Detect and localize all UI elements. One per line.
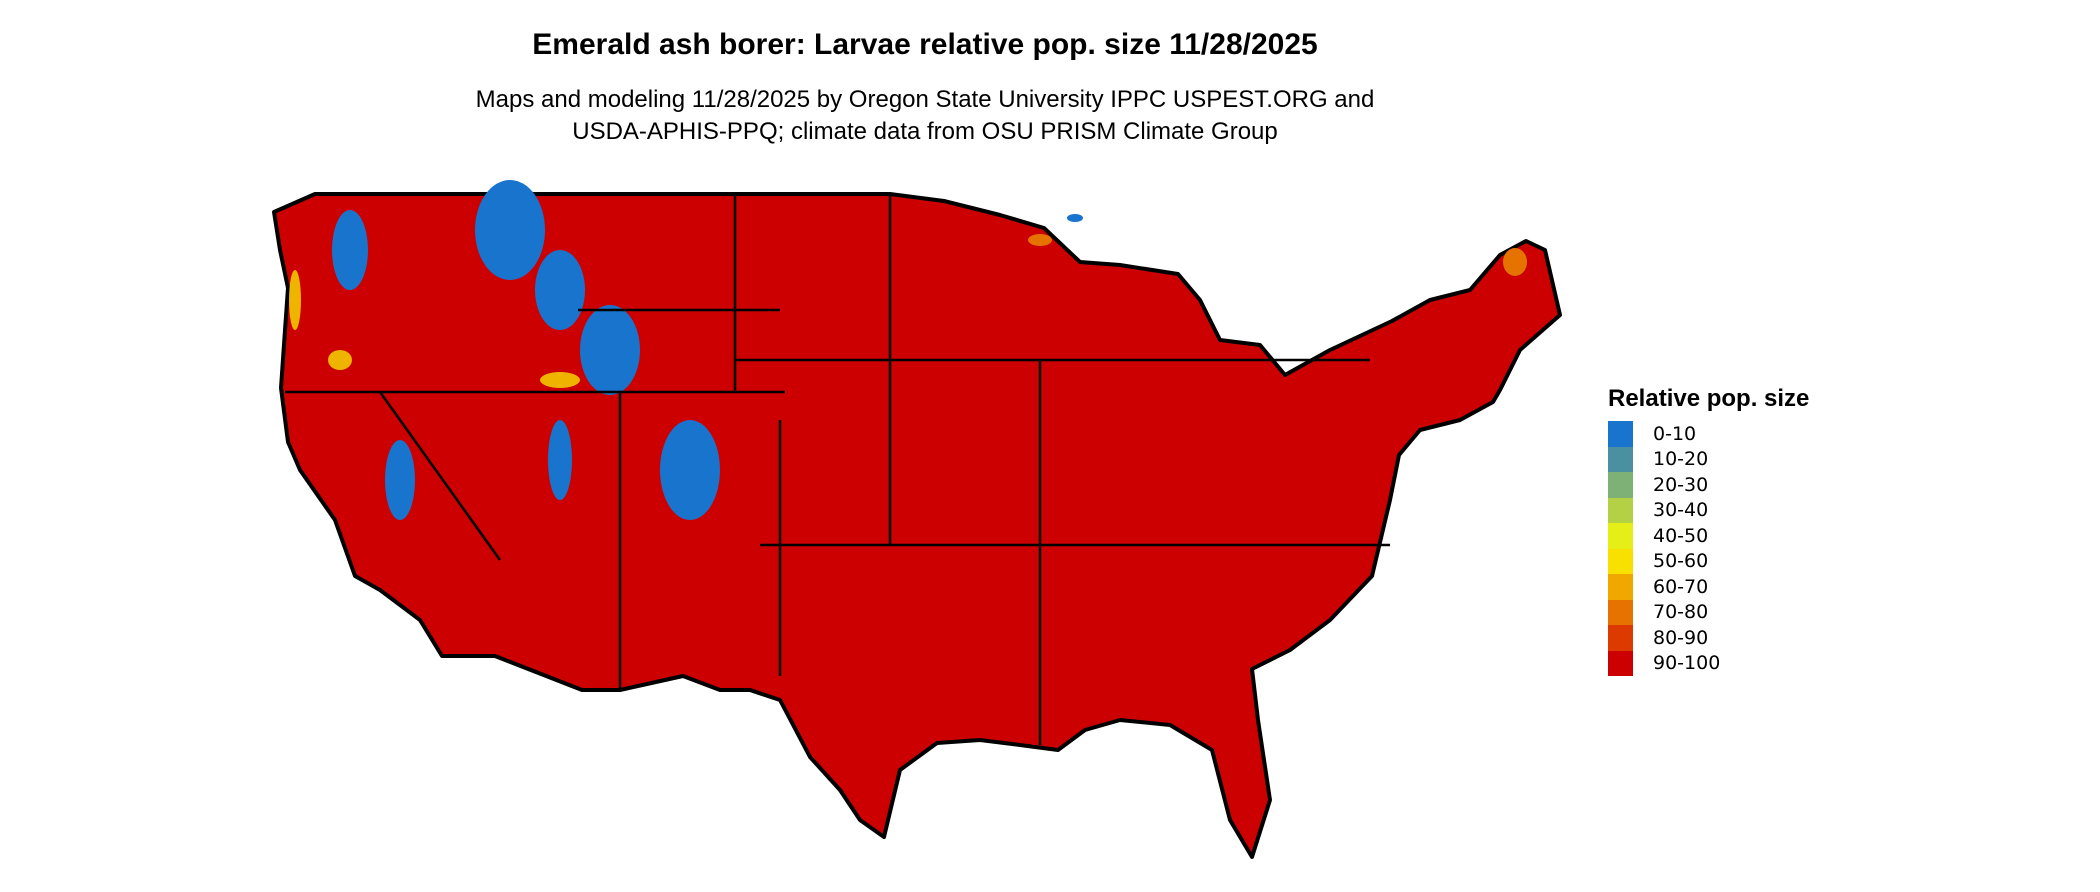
mid-population-patches xyxy=(289,270,580,388)
legend-label: 40-50 xyxy=(1653,524,1709,547)
legend-swatch xyxy=(1608,523,1633,549)
legend-label: 20-30 xyxy=(1653,473,1709,496)
legend-label: 50-60 xyxy=(1653,550,1709,573)
legend-label: 80-90 xyxy=(1653,626,1709,649)
legend-item: 30-40 xyxy=(1608,497,1809,523)
high-population-patches xyxy=(1028,234,1527,276)
map-subtitle-line2: USDA-APHIS-PPQ; climate data from OSU PR… xyxy=(572,118,1278,145)
legend-swatch xyxy=(1608,574,1633,600)
legend-item: 90-100 xyxy=(1608,650,1809,676)
legend-swatch xyxy=(1608,472,1633,498)
legend-swatch xyxy=(1608,446,1633,472)
legend-swatch xyxy=(1608,548,1633,574)
legend-item: 0-10 xyxy=(1608,421,1809,447)
legend-label: 10-20 xyxy=(1653,448,1709,471)
legend-swatch xyxy=(1608,625,1633,651)
legend-item: 20-30 xyxy=(1608,472,1809,498)
legend-item: 10-20 xyxy=(1608,446,1809,472)
map-title: Emerald ash borer: Larvae relative pop. … xyxy=(532,28,1318,61)
legend-item: 70-80 xyxy=(1608,599,1809,625)
conus-outline xyxy=(272,192,1562,859)
legend-swatch xyxy=(1608,650,1633,676)
legend-item: 60-70 xyxy=(1608,574,1809,600)
legend-label: 0-10 xyxy=(1653,422,1697,445)
legend-title: Relative pop. size xyxy=(1608,385,1810,412)
legend-swatch xyxy=(1608,497,1633,523)
legend-label: 70-80 xyxy=(1653,601,1709,624)
legend-label: 30-40 xyxy=(1653,499,1709,522)
legend: Relative pop. size 0-10 10-20 20-30 30-40 40… xyxy=(1608,385,1809,676)
legend-label: 60-70 xyxy=(1653,575,1709,598)
legend-label: 90-100 xyxy=(1653,652,1721,675)
legend-item: 40-50 xyxy=(1608,523,1809,549)
map-subtitle-line1: Maps and modeling 11/28/2025 by Oregon S… xyxy=(475,86,1375,113)
legend-item: 80-90 xyxy=(1608,625,1809,651)
legend-swatch xyxy=(1608,421,1633,447)
legend-item: 50-60 xyxy=(1608,548,1809,574)
legend-swatch xyxy=(1608,599,1633,625)
low-population-patches xyxy=(332,180,1083,520)
state-borders xyxy=(285,194,1390,745)
